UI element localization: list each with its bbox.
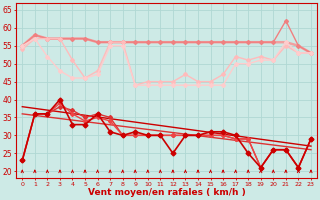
- X-axis label: Vent moyen/en rafales ( km/h ): Vent moyen/en rafales ( km/h ): [88, 188, 245, 197]
